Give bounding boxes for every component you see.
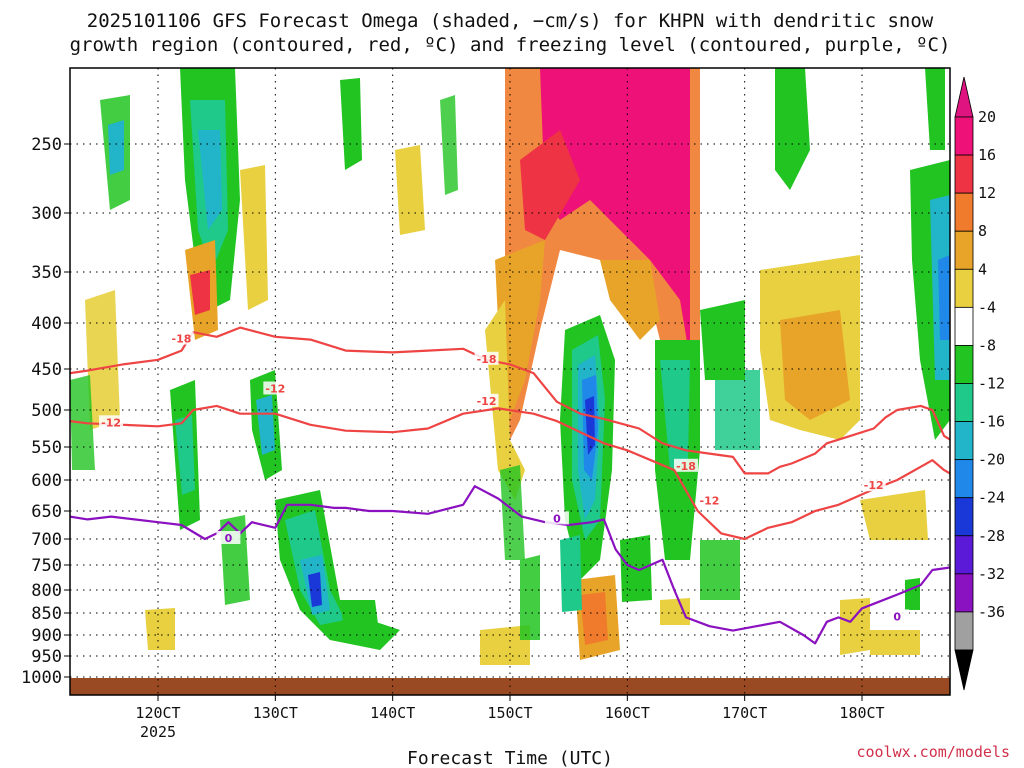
colorbar-label-20: 20 [978,108,996,126]
colorbar-label--36: -36 [978,603,1005,621]
colorbar-bottom-arrow [954,649,974,691]
freezing-line-label: 0 [553,512,561,525]
x-tick-label-160CT: 160CT [605,704,650,722]
colorbar-swatch-6 [954,345,974,384]
freezing-line-label-bg [216,531,241,544]
x-tick-label-180CT: 180CT [839,704,884,722]
colorbar-label--24: -24 [978,489,1005,507]
x-tick-label-170CT: 170CT [722,704,767,722]
minus18-line-label-bg [674,458,698,472]
minus18-line-label: -18 [477,353,497,366]
contour-lines: -18 -18 -18 -12 -12 -12 -12 -12 0 0 0 [70,326,950,645]
colorbar-swatch-2 [954,192,974,232]
y-tick-label-700: 700 [31,530,62,550]
colorbar-label--16: -16 [978,413,1005,431]
chart-title-line2: growth region (contoured, red, ºC) and f… [70,34,951,56]
minus12-line-label: -12 [101,416,121,429]
plot-area: -18 -18 -18 -12 -12 -12 -12 -12 0 0 0 [70,68,950,695]
colorbar-label-16: 16 [978,146,996,164]
minus12-line-label: -12 [265,383,285,396]
colorbar-swatch-8 [954,421,974,461]
y-tick-label-650: 650 [31,502,62,522]
y-tick-label-800: 800 [31,581,62,601]
colorbar-label-8: 8 [978,222,987,240]
y-tick-label-250: 250 [31,135,62,155]
x-tick-label-120CT: 120CT [135,704,180,722]
minus12-line-label: -12 [864,479,884,492]
minus18-line [70,326,950,475]
minus12-line-label-bg [474,393,499,407]
colorbar-swatch-4 [954,268,974,308]
colorbar-swatch-10 [954,497,974,537]
colorbar-swatch-5 [954,306,974,346]
minus18-line-label-bg [474,351,499,365]
y-tick-label-450: 450 [31,360,62,380]
freezing-line-label: 0 [225,532,233,545]
y-tick-label-850: 850 [31,604,62,624]
colorbar-swatch-1 [954,154,974,194]
x-tick-sublabel: 2025 [140,723,176,741]
colorbar-label-12: 12 [978,184,996,202]
colorbar-label--32: -32 [978,565,1005,583]
colorbar-label--8: -8 [978,336,996,354]
minus18-line-label: -18 [172,333,192,346]
colorbar-swatch-3 [954,230,974,270]
freezing-line-label-bg [544,511,569,525]
colorbar-label--12: -12 [978,375,1005,393]
y-tick-label-550: 550 [31,438,62,458]
y-tick-label-600: 600 [31,471,62,491]
x-tick-label-130CT: 130CT [253,704,298,722]
colorbar-label--4: -4 [978,298,996,316]
credit-link[interactable]: coolwx.com/models [856,743,1010,761]
colorbar-label-4: 4 [978,260,987,278]
y-tick-label-350: 350 [31,263,62,283]
y-tick-label-750: 750 [31,556,62,576]
colorbar-label--20: -20 [978,451,1005,469]
colorbar-swatch-12 [954,573,974,613]
grid-lines [70,68,950,695]
minus12-line-label-bg [263,381,288,395]
colorbar-label--28: -28 [978,527,1005,545]
x-axis-label: Forecast Time (UTC) [407,748,613,768]
minus18-line-label-bg [169,331,194,345]
x-tick-label-140CT: 140CT [370,704,415,722]
colorbar-top-arrow [954,76,974,118]
colorbar-swatch-11 [954,535,974,575]
y-tick-label-400: 400 [31,314,62,334]
colorbar: 20 16 12 8 4 -4 -8 -12 -16 -20 -24 -28 -32 -36 [954,76,1005,691]
x-tick-label-150CT: 150CT [487,704,532,722]
omega-shading [70,68,950,665]
minus12-line-label: -12 [700,495,720,508]
colorbar-swatch-7 [954,383,974,422]
y-tick-label-1000: 1000 [21,668,62,688]
minus18-line-label: -18 [676,460,696,473]
y-tick-label-900: 900 [31,626,62,646]
minus12-line-label-bg [99,415,124,429]
chart-title-line1: 2025101106 GFS Forecast Omega (shaded, −… [87,10,934,32]
minus12-line [70,404,950,541]
colorbar-swatch-13 [954,611,974,651]
y-tick-label-500: 500 [31,401,62,421]
colorbar-swatch-0 [954,116,974,156]
y-axis: 2503003504004505005506006507007508008509… [21,135,70,688]
y-tick-label-950: 950 [31,647,62,667]
minus12-line-label-bg [697,493,722,507]
y-tick-label-300: 300 [31,204,62,224]
freezing-line-label-bg [885,609,910,623]
freezing-line-label: 0 [893,610,901,623]
minus12-line-label-bg [861,478,886,492]
colorbar-swatch-9 [954,459,974,499]
minus12-line-label: -12 [477,395,497,408]
